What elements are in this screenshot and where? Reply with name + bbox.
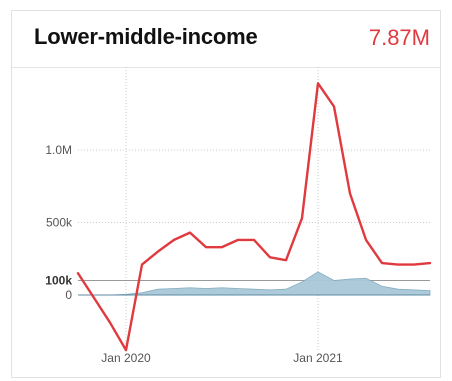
line-series xyxy=(76,82,432,352)
chart-title: Lower-middle-income xyxy=(34,24,258,49)
card-header: Lower-middle-income 7.87M xyxy=(12,11,440,68)
total-value: 7.87M xyxy=(368,25,430,50)
y-tick-label: 0 xyxy=(65,288,72,302)
x-tick-label: Jan 2021 xyxy=(293,351,343,365)
y-tick-label: 500k xyxy=(46,216,73,230)
chart-card: Lower-middle-income 7.87M xyxy=(11,10,441,378)
y-tick-label: 1.0M xyxy=(45,143,72,157)
area-series xyxy=(78,271,431,296)
y-tick-label: 100k xyxy=(45,274,72,288)
x-tick-label: Jan 2020 xyxy=(101,351,151,365)
